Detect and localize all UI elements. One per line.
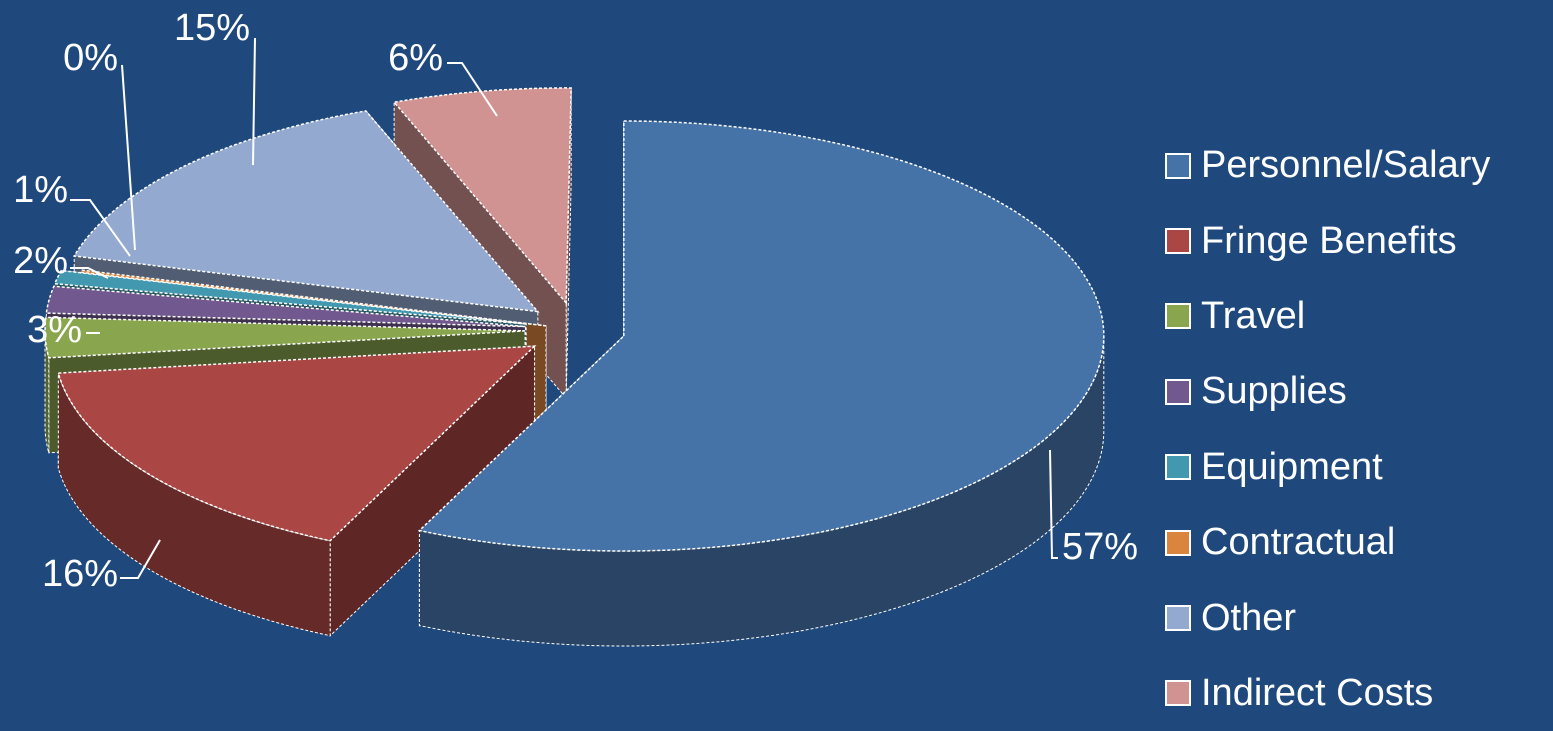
legend-label: Equipment (1201, 445, 1383, 488)
pie-slice (45, 285, 526, 328)
legend-label: Supplies (1201, 370, 1347, 413)
legend-item: Personnel/Salary (1165, 128, 1490, 203)
pie-slice-side (57, 372, 331, 637)
leader-line (70, 199, 131, 257)
data-label: 0% (63, 37, 118, 79)
legend-label: Other (1201, 596, 1297, 639)
data-label: 1% (13, 169, 68, 211)
leader-line (252, 37, 256, 166)
data-label: 6% (388, 37, 443, 79)
data-label: 3% (27, 309, 82, 351)
legend-label: Fringe Benefits (1201, 219, 1457, 262)
pie-slice (44, 316, 526, 359)
legend-label: Personnel/Salary (1201, 144, 1491, 187)
legend-swatch (1165, 152, 1191, 179)
chart-legend: Personnel/Salary Fringe Benefits Travel … (1165, 128, 1490, 731)
pie-slice (53, 269, 527, 325)
data-label: 16% (42, 553, 118, 595)
legend-label: Travel (1201, 294, 1306, 337)
legend-item: Other (1165, 580, 1490, 655)
legend-swatch (1165, 680, 1191, 707)
pie-slice (79, 269, 547, 327)
legend-swatch (1165, 303, 1191, 330)
legend-item: Supplies (1165, 354, 1490, 429)
legend-swatch (1165, 228, 1191, 255)
legend-swatch (1165, 529, 1191, 556)
legend-item: Indirect Costs (1165, 656, 1490, 731)
data-label: 15% (174, 7, 250, 49)
leader-line (121, 64, 136, 251)
leader-line (447, 62, 498, 117)
pie-slice (72, 110, 540, 313)
leader-line (120, 539, 161, 579)
pie-chart: 57% 16% 3% 2% 1% 0% 15% 6% (13, 7, 1138, 647)
legend-item: Travel (1165, 279, 1490, 354)
pie-slice-side (44, 330, 50, 453)
data-label: 2% (13, 240, 68, 282)
leader-line (70, 267, 109, 279)
legend-swatch (1165, 378, 1191, 405)
legend-item: Fringe Benefits (1165, 203, 1490, 278)
pie-slice (417, 120, 1105, 552)
legend-label: Contractual (1201, 521, 1396, 564)
pie-slice (57, 345, 537, 542)
legend-swatch (1165, 454, 1191, 481)
leader-line (1049, 449, 1058, 559)
legend-swatch (1165, 605, 1191, 632)
data-label: 57% (1062, 526, 1138, 568)
legend-item: Contractual (1165, 505, 1490, 580)
legend-label: Indirect Costs (1201, 671, 1434, 714)
legend-item: Equipment (1165, 430, 1490, 505)
